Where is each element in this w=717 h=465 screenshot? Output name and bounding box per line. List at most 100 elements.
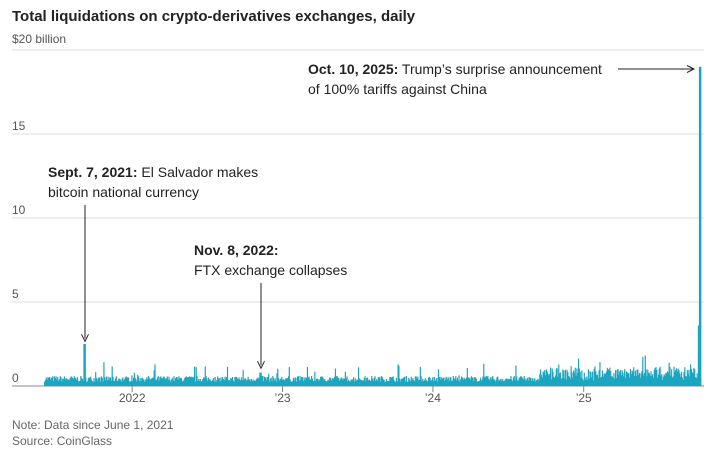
bar (557, 377, 559, 386)
bar (471, 377, 473, 386)
bar (410, 376, 412, 386)
bar (287, 376, 290, 386)
bar (99, 377, 101, 386)
bar (638, 372, 641, 386)
bar (89, 377, 91, 386)
bar (591, 377, 593, 386)
bar (413, 380, 415, 386)
bar (404, 376, 406, 386)
bar (142, 379, 145, 386)
bar (474, 377, 476, 386)
bar (610, 376, 613, 386)
bar (60, 377, 62, 386)
bar (653, 369, 655, 386)
bar (66, 378, 68, 386)
bar (566, 369, 568, 386)
bar (542, 371, 544, 386)
bar (429, 378, 431, 386)
bar (304, 380, 306, 386)
bar (112, 376, 114, 386)
bar (497, 376, 499, 386)
bar (539, 374, 541, 386)
bar (379, 376, 381, 386)
bar (489, 377, 491, 386)
bar (691, 372, 693, 386)
bar (283, 380, 285, 386)
bar (92, 381, 94, 386)
bar (437, 381, 439, 386)
bar (158, 380, 160, 386)
bar (329, 377, 332, 386)
bar (427, 381, 429, 386)
bar (404, 381, 407, 386)
bar (123, 379, 126, 386)
bar (454, 379, 456, 386)
bar (187, 377, 189, 386)
bar (320, 376, 323, 386)
bar (182, 380, 184, 386)
bar (478, 381, 480, 386)
bar (482, 376, 484, 386)
bar (406, 381, 408, 386)
bar (269, 378, 271, 386)
bar (249, 380, 252, 386)
bar (388, 381, 390, 386)
bar (333, 378, 335, 386)
bar (306, 366, 309, 386)
bar (629, 369, 632, 386)
bar (435, 379, 437, 386)
bar (93, 378, 95, 386)
bar (493, 379, 496, 386)
bar (292, 377, 295, 386)
bar (197, 380, 199, 386)
bar (231, 376, 234, 386)
bar (681, 377, 683, 386)
bar (314, 371, 316, 386)
bar (68, 379, 70, 386)
bar (359, 379, 361, 386)
bar (605, 374, 607, 386)
bar (59, 376, 61, 386)
bar (687, 373, 689, 386)
bar (407, 381, 409, 386)
bar (67, 379, 70, 386)
bar (252, 379, 254, 386)
liquidations-chart: 2022 ’23 ’24 ’25 0 5 10 15 $20 billion Sept. 7,… (12, 32, 704, 405)
bar (109, 377, 112, 386)
bar (517, 380, 519, 386)
bar (73, 376, 75, 386)
bar (169, 379, 171, 386)
bar (397, 364, 399, 386)
bar (401, 378, 403, 386)
bar (142, 377, 144, 386)
bar (310, 376, 313, 386)
bar (324, 381, 327, 386)
bar (590, 372, 592, 386)
bar (619, 370, 622, 386)
bar (202, 379, 204, 386)
bar (507, 379, 509, 386)
bar (428, 376, 430, 386)
bar (636, 369, 638, 386)
bar (505, 378, 507, 386)
bar (598, 370, 600, 386)
bar (544, 370, 546, 386)
bar (149, 379, 151, 386)
bar (174, 380, 176, 386)
bar (640, 373, 642, 386)
bar (567, 371, 569, 386)
bar (205, 376, 207, 386)
bar (338, 377, 340, 386)
bar (369, 380, 371, 386)
bar (608, 370, 610, 386)
bar (689, 376, 691, 386)
bar (183, 380, 185, 386)
bar (358, 378, 360, 386)
bar (652, 378, 655, 386)
bar (560, 379, 562, 386)
bar (102, 381, 104, 386)
bar (266, 377, 268, 386)
bar (335, 376, 337, 386)
bar (617, 369, 619, 386)
bar (622, 373, 624, 386)
